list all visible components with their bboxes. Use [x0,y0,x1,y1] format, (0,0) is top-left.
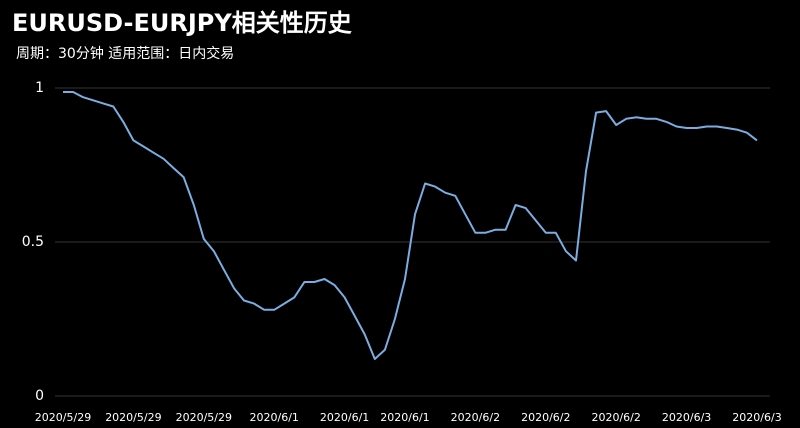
x-tick-label: 2020/6/3 [732,411,781,424]
chart-title: EURUSD-EURJPY相关性历史 [12,9,353,37]
data-line [63,91,758,360]
x-tick-label: 2020/6/1 [250,411,299,424]
x-tick-label: 2020/6/1 [380,411,429,424]
x-tick-label: 2020/6/2 [451,411,500,424]
x-tick-label: 2020/5/29 [105,411,161,424]
y-tick-label: 0 [35,388,44,404]
x-tick-label: 2020/5/29 [176,411,232,424]
y-tick-label: 0.5 [22,234,44,250]
chart-subtitle: 周期：30分钟 适用范围：日内交易 [16,45,234,62]
x-tick-label: 2020/6/1 [320,411,369,424]
y-tick-label: 1 [35,80,44,96]
x-tick-label: 2020/6/3 [662,411,711,424]
x-tick-label: 2020/6/2 [591,411,640,424]
x-tick-label: 2020/5/29 [35,411,91,424]
x-tick-label: 2020/6/2 [521,411,570,424]
